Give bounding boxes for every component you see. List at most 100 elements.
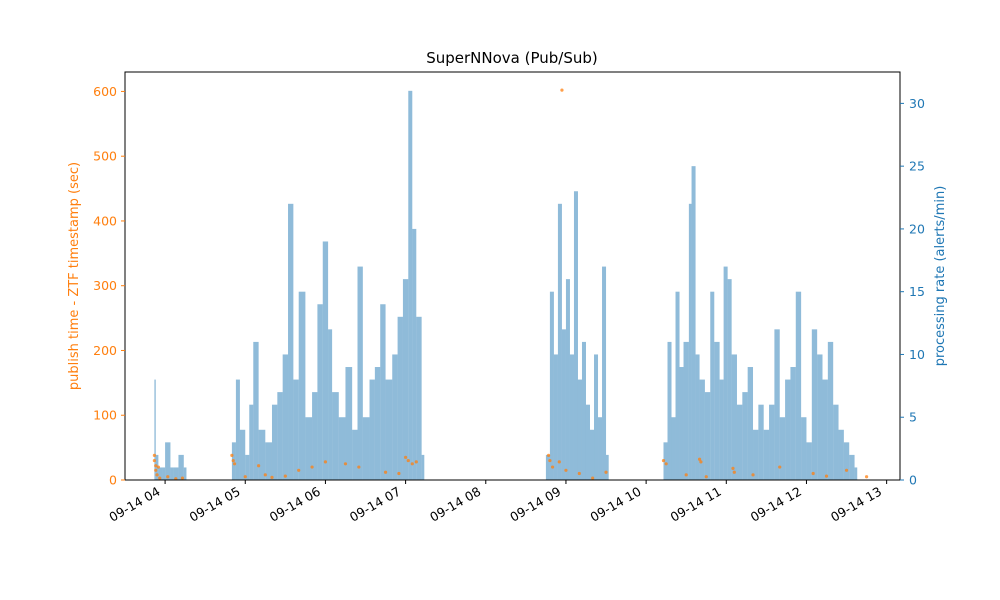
rate-bar bbox=[245, 454, 250, 480]
y-left-tick-label: 300 bbox=[93, 278, 117, 293]
rate-bar bbox=[758, 404, 764, 480]
rate-bar bbox=[602, 266, 607, 480]
rate-bar bbox=[165, 442, 171, 480]
rate-bar bbox=[397, 316, 403, 480]
points-layer bbox=[152, 88, 869, 481]
y-left-axis-label: publish time - ZTF timestamp (sec) bbox=[67, 162, 82, 390]
latency-point bbox=[664, 462, 668, 466]
latency-point bbox=[154, 464, 158, 468]
rate-bar bbox=[557, 203, 562, 480]
rate-bar bbox=[742, 392, 748, 480]
rate-bar bbox=[763, 429, 770, 480]
y-left-ticks: 0 100 200 300 400 500 600 bbox=[93, 84, 125, 488]
rate-bar bbox=[594, 354, 599, 480]
plot-frame bbox=[124, 71, 901, 481]
rate-bar bbox=[849, 454, 855, 480]
latency-point bbox=[704, 475, 708, 479]
latency-point bbox=[158, 476, 162, 480]
rate-bar bbox=[573, 191, 578, 480]
rate-bar bbox=[774, 329, 780, 480]
latency-point bbox=[297, 468, 301, 472]
rate-bar bbox=[312, 392, 318, 480]
latency-point bbox=[230, 453, 234, 457]
rate-bar bbox=[288, 203, 294, 480]
latency-point bbox=[310, 465, 314, 469]
latency-point bbox=[546, 453, 551, 457]
rate-bar bbox=[714, 341, 720, 480]
rate-bar bbox=[769, 404, 775, 480]
latency-point bbox=[243, 475, 247, 479]
rate-bar bbox=[277, 392, 283, 480]
rate-bar bbox=[585, 404, 590, 480]
rate-bar bbox=[408, 90, 413, 480]
rate-bar bbox=[688, 203, 692, 480]
x-tick-label: 09-14 08 bbox=[427, 484, 483, 525]
rate-bar bbox=[332, 392, 339, 480]
y-right-tick-label: 20 bbox=[909, 221, 925, 236]
rate-bar bbox=[747, 367, 754, 480]
rate-bar bbox=[719, 379, 724, 480]
rate-bar bbox=[779, 417, 786, 480]
latency-point bbox=[155, 473, 159, 477]
rate-bar bbox=[675, 291, 680, 480]
latency-point bbox=[560, 88, 564, 92]
y-left-tick-label: 100 bbox=[93, 408, 117, 423]
rate-bar bbox=[710, 291, 715, 480]
y-right-ticks: 0 5 10 15 20 25 30 bbox=[900, 96, 925, 488]
latency-point bbox=[283, 474, 287, 478]
rate-bar bbox=[328, 329, 333, 480]
rate-bar bbox=[785, 379, 791, 480]
rate-bar bbox=[790, 367, 796, 480]
rate-bar bbox=[671, 417, 676, 480]
rate-bar bbox=[338, 417, 346, 480]
latency-point bbox=[180, 476, 185, 480]
latency-point bbox=[263, 473, 267, 477]
rate-bar bbox=[374, 367, 381, 480]
rate-bar bbox=[843, 442, 850, 480]
rate-bar bbox=[369, 379, 375, 480]
latency-point bbox=[604, 470, 608, 474]
rate-bar bbox=[569, 354, 574, 480]
latency-point bbox=[697, 457, 702, 461]
latency-point bbox=[577, 471, 581, 476]
latency-point bbox=[232, 462, 237, 466]
latency-point bbox=[270, 475, 274, 480]
bars-layer bbox=[154, 90, 858, 480]
rate-bar bbox=[663, 442, 668, 480]
y-right-tick-label: 30 bbox=[909, 96, 925, 111]
latency-point bbox=[557, 460, 561, 464]
latency-point bbox=[824, 474, 829, 478]
rate-bar bbox=[838, 429, 844, 480]
rate-bar bbox=[392, 354, 398, 480]
rate-bar bbox=[699, 379, 705, 480]
rate-bar bbox=[317, 304, 323, 480]
rate-bar bbox=[565, 279, 570, 480]
rate-bar bbox=[362, 417, 370, 480]
rate-bar bbox=[345, 367, 353, 480]
y-left-tick-label: 600 bbox=[93, 84, 117, 99]
x-tick-label: 09-14 05 bbox=[187, 484, 243, 525]
y-right-axis-label: processing rate (alerts/min) bbox=[933, 186, 948, 367]
latency-point bbox=[152, 458, 156, 463]
latency-point bbox=[397, 471, 401, 476]
rate-bar bbox=[854, 467, 858, 480]
rate-bar bbox=[727, 279, 732, 480]
rate-bar bbox=[581, 341, 586, 480]
latency-point bbox=[231, 458, 235, 463]
rate-bar bbox=[683, 341, 689, 480]
rate-bar bbox=[833, 404, 839, 480]
rate-bar bbox=[822, 379, 828, 480]
latency-point bbox=[323, 460, 328, 464]
rate-bar bbox=[421, 454, 425, 480]
latency-point bbox=[751, 473, 755, 477]
rate-bar bbox=[549, 291, 554, 480]
rate-bar bbox=[691, 166, 696, 480]
rate-bar bbox=[736, 404, 743, 480]
rate-bar bbox=[352, 429, 358, 480]
y-left-tick-label: 200 bbox=[93, 343, 117, 358]
rate-bar bbox=[402, 279, 409, 480]
rate-bar bbox=[806, 442, 812, 480]
rate-bar bbox=[827, 341, 834, 480]
y-left-tick-label: 0 bbox=[109, 473, 117, 488]
y-right-tick-label: 0 bbox=[909, 473, 917, 488]
